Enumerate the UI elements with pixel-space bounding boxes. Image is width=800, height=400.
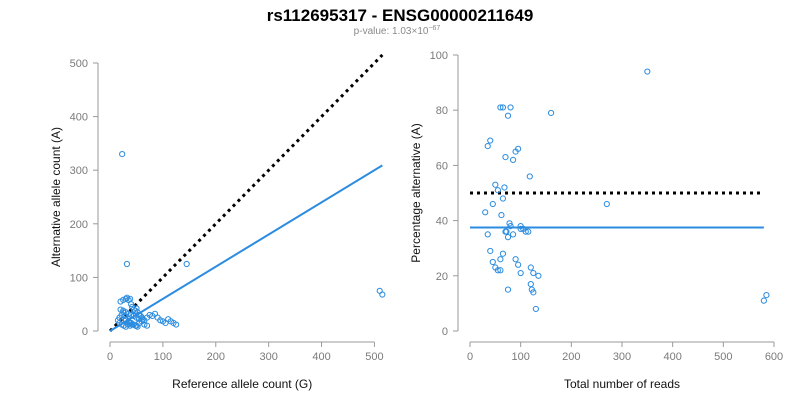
data-point (507, 104, 514, 111)
data-point (515, 145, 522, 152)
data-point (484, 231, 491, 238)
x-axis-label: Total number of reads (564, 377, 680, 391)
data-point (525, 228, 532, 235)
chart-subtitle: p-value: 1.03×10−67 (354, 25, 441, 37)
y-tick-label: 60 (436, 160, 448, 172)
data-point (497, 267, 504, 274)
y-tick-label: 0 (82, 326, 88, 338)
y-tick-label: 40 (436, 216, 448, 228)
data-point (515, 261, 522, 268)
y-tick-label: 20 (436, 271, 448, 283)
y-tick-label: 100 (430, 50, 448, 62)
data-point (125, 296, 132, 304)
data-point (494, 267, 501, 274)
x-tick-label: 0 (467, 351, 473, 363)
y-axis-label: Alternative allele count (A) (49, 127, 63, 267)
data-point (143, 322, 151, 329)
data-point (504, 286, 512, 293)
data-point (763, 292, 770, 299)
y-tick-label: 300 (70, 165, 88, 177)
data-point (501, 184, 508, 191)
data-point (517, 269, 524, 277)
y-tick-label: 100 (70, 272, 88, 284)
x-tick-label: 200 (562, 351, 580, 363)
data-point (504, 112, 512, 119)
x-tick-label: 200 (207, 351, 225, 363)
x-axis-label: Reference allele count (G) (172, 377, 312, 391)
data-point (499, 250, 507, 257)
x-tick-label: 100 (511, 351, 529, 363)
data-point (130, 312, 137, 320)
data-point (119, 151, 126, 158)
data-point (644, 68, 651, 75)
data-point (506, 220, 513, 227)
data-point (379, 291, 386, 298)
y-tick-label: 0 (442, 326, 448, 338)
data-point (489, 258, 496, 266)
data-point (504, 234, 512, 241)
data-point (497, 256, 504, 263)
x-tick-label: 300 (613, 351, 631, 363)
x-tick-label: 400 (312, 351, 330, 363)
data-point (489, 200, 496, 208)
left-scatter-panel: 0 100 200 300 400 500 0 100 200 300 400 500 Referenc… (49, 53, 386, 391)
chart-title: rs112695317 - ENSG00000211649 (267, 6, 534, 25)
data-point (507, 223, 514, 230)
data-point (535, 272, 542, 279)
data-point (499, 104, 507, 111)
data-point (512, 256, 519, 263)
data-point (502, 154, 509, 161)
data-point (134, 323, 141, 330)
data-point (760, 297, 767, 304)
data-point (494, 187, 501, 194)
data-point (484, 142, 491, 150)
x-tick-label: 600 (765, 351, 783, 363)
data-point (530, 289, 537, 296)
x-tick-label: 500 (365, 351, 383, 363)
y-tick-label: 500 (70, 58, 88, 70)
y-tick-label: 80 (436, 105, 448, 117)
x-tick-label: 100 (154, 351, 172, 363)
data-point (532, 305, 539, 313)
right-scatter-panel: 0 100 200 300 400 500 600 0 20 40 60 80 100 Total num… (409, 50, 783, 391)
data-point (509, 156, 517, 163)
subtitle-exponent: −67 (428, 25, 440, 32)
data-point (492, 181, 499, 188)
data-point (499, 195, 507, 202)
data-point (173, 321, 180, 328)
data-point (526, 173, 533, 180)
data-point (503, 228, 510, 235)
y-tick-label: 400 (70, 112, 88, 124)
data-point (603, 200, 610, 208)
x-tick-label: 0 (107, 351, 113, 363)
fit-line (109, 164, 383, 332)
data-point (126, 322, 134, 329)
x-tick-label: 300 (259, 351, 277, 363)
data-point (517, 225, 524, 232)
x-tick-label: 500 (714, 351, 732, 363)
x-tick-label: 400 (663, 351, 681, 363)
subtitle-text: p-value: 1.03×10 (354, 26, 429, 37)
data-point (509, 231, 517, 238)
reference-line (108, 53, 384, 333)
y-axis-label: Percentage alternative (A) (409, 123, 423, 262)
data-point (123, 260, 131, 268)
data-point (522, 228, 529, 235)
data-point (530, 269, 537, 277)
data-point (487, 247, 494, 255)
data-point (133, 305, 140, 312)
data-point (547, 109, 555, 117)
data-point (527, 280, 534, 288)
data-point (497, 104, 504, 111)
data-point (498, 211, 505, 219)
data-point (527, 264, 534, 271)
data-point (517, 223, 524, 230)
data-point (482, 209, 489, 216)
data-point (487, 137, 494, 144)
data-point (183, 260, 190, 268)
y-tick-label: 200 (70, 219, 88, 231)
